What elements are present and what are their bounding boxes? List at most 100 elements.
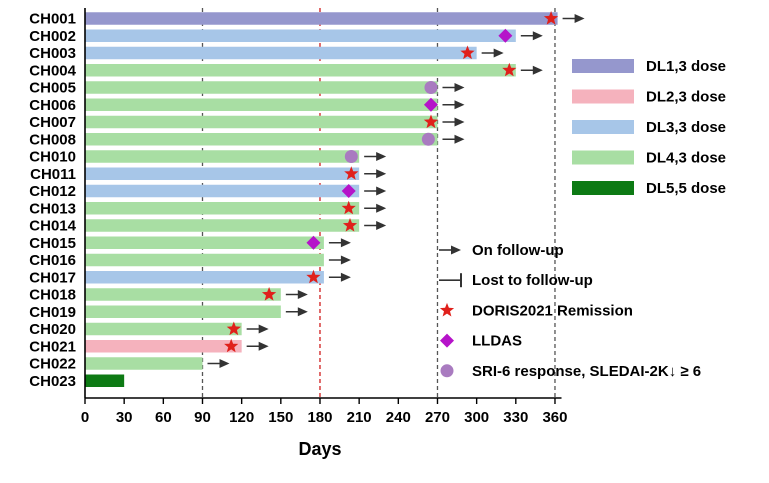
bar-CH013	[85, 202, 360, 215]
legend-circle-icon	[440, 364, 454, 378]
legend-marker-label-5: SRI-6 response, SLEDAI-2K↓ ≥ 6	[472, 363, 701, 380]
follow-up-arrow-CH018	[285, 290, 308, 299]
remission-marker-CH021	[224, 338, 239, 353]
remission-marker-CH001	[543, 11, 559, 25]
patient-label-CH002: CH002	[29, 28, 76, 45]
follow-up-arrow-head	[340, 255, 351, 265]
patient-label-CH017: CH017	[29, 269, 76, 286]
patient-label-CH001: CH001	[29, 11, 76, 28]
patient-label-CH014: CH014	[29, 218, 76, 235]
bar-CH016	[85, 253, 324, 267]
follow-up-arrow-CH008	[442, 134, 465, 144]
lldas-marker-CH006	[423, 97, 438, 112]
legend-swatch-3	[572, 120, 634, 134]
legend-marker-label-2: Lost to follow-up	[472, 272, 593, 289]
dose-legend: DL1,3 dose DL2,3 dose DL3,3 dose DL4,3 dose…	[572, 58, 726, 197]
x-tick-label-30: 30	[116, 409, 133, 426]
legend-diamond-icon	[440, 333, 454, 348]
legend-label-2: DL2,3 dose	[646, 89, 726, 106]
patient-label-CH004: CH004	[29, 62, 76, 79]
follow-up-arrow-head	[493, 48, 504, 58]
bar-CH014	[85, 219, 360, 232]
follow-up-arrow-CH006	[442, 100, 465, 110]
y-axis-labels: CH001CH002CH003CH004CH005CH006CH007CH008…	[29, 11, 76, 390]
bar-CH018	[85, 288, 281, 301]
legend-swatch-5	[572, 181, 634, 195]
lldas-marker-CH012	[341, 184, 356, 198]
x-axis: 0 30 60 90 120 150 180 210 240 270 300 330 360 Days	[81, 8, 567, 459]
patient-label-CH018: CH018	[29, 287, 76, 304]
patient-label-CH020: CH020	[29, 321, 76, 338]
bar-CH001	[85, 12, 558, 25]
follow-up-arrow-CH007	[442, 117, 465, 127]
bar-CH012	[85, 184, 360, 198]
follow-up-arrow-CH011	[364, 169, 387, 179]
legend-follow-up-arrow	[439, 245, 461, 255]
legend-marker-label-4: LLDAS	[472, 333, 522, 350]
follow-up-arrow-CH010	[364, 152, 387, 161]
bar-CH004	[85, 64, 516, 77]
follow-up-arrow-head	[532, 65, 543, 75]
remission-marker-CH003	[460, 45, 475, 60]
follow-up-arrow-head	[574, 14, 585, 23]
follow-up-arrow-CH013	[364, 203, 387, 213]
legend-swatch-1	[572, 59, 634, 73]
x-tick-label-240: 240	[386, 409, 411, 426]
follow-up-arrow-CH004	[520, 65, 543, 75]
x-axis-title: Days	[298, 439, 341, 459]
bar-CH020	[85, 322, 242, 336]
remission-marker-CH011	[344, 166, 359, 180]
follow-up-arrow-CH012	[364, 186, 387, 196]
x-tick-label-300: 300	[464, 409, 489, 426]
follow-up-arrow-head	[376, 221, 387, 230]
remission-marker-CH017	[306, 269, 321, 284]
follow-up-arrow-head	[258, 341, 269, 351]
bar-CH019	[85, 305, 281, 318]
x-tick-label-0: 0	[81, 409, 89, 426]
follow-up-arrow-head	[340, 272, 351, 282]
follow-up-arrow-head	[340, 238, 351, 248]
follow-up-arrow-head	[451, 245, 461, 255]
x-tick-label-360: 360	[542, 409, 567, 426]
follow-up-arrow-head	[376, 169, 387, 179]
follow-up-arrow-CH003	[481, 48, 504, 58]
follow-up-arrow-CH016	[328, 255, 351, 265]
x-tick-label-330: 330	[503, 409, 528, 426]
bars-layer	[85, 12, 558, 387]
patient-label-CH007: CH007	[29, 114, 76, 131]
remission-marker-CH013	[341, 200, 356, 215]
follow-up-arrow-head	[376, 186, 387, 196]
x-tick-label-150: 150	[268, 409, 293, 426]
follow-up-arrow-CH021	[246, 341, 269, 351]
bar-CH017	[85, 271, 324, 284]
lldas-marker-CH002	[498, 28, 513, 43]
follow-up-arrow-CH020	[246, 324, 269, 334]
legend-swatch-4	[572, 150, 634, 165]
patient-label-CH021: CH021	[29, 338, 76, 355]
follow-up-arrow-head	[376, 203, 387, 213]
bar-CH022	[85, 357, 203, 370]
x-tick-label-120: 120	[229, 409, 254, 426]
follow-up-arrow-head	[532, 31, 543, 41]
follow-up-arrow-CH019	[285, 307, 308, 317]
follow-up-arrow-head	[454, 134, 465, 144]
patient-label-CH005: CH005	[29, 80, 76, 97]
lldas-marker-CH015	[306, 235, 321, 250]
x-tick-label-270: 270	[425, 409, 450, 426]
bar-CH011	[85, 167, 360, 180]
legend-star-icon	[439, 302, 455, 317]
patient-label-CH006: CH006	[29, 97, 76, 114]
x-tick-label-60: 60	[155, 409, 172, 426]
follow-up-arrow-head	[454, 117, 465, 127]
sri6-marker-CH008	[421, 132, 435, 146]
patient-label-CH012: CH012	[29, 183, 76, 200]
patient-label-CH011: CH011	[30, 166, 76, 183]
follow-up-arrow-CH017	[328, 272, 351, 282]
legend-label-1: DL1,3 dose	[646, 58, 726, 75]
legend-label-3: DL3,3 dose	[646, 119, 726, 136]
legend-marker-label-3: DORIS2021 Remission	[472, 302, 633, 319]
bar-CH008	[85, 133, 438, 146]
x-tick-label-90: 90	[194, 409, 211, 426]
